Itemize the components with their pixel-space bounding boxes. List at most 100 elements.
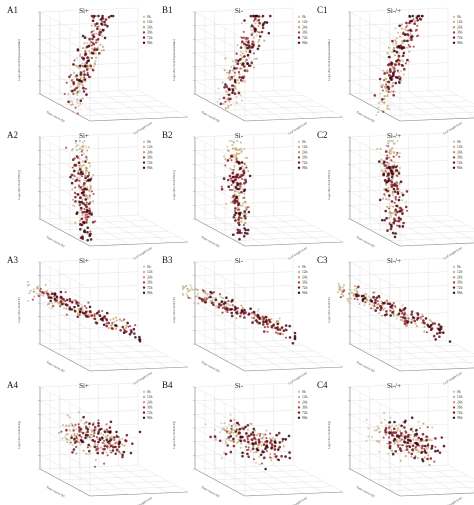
grid-line — [194, 386, 246, 415]
data-point — [230, 159, 233, 162]
z-axis-label: Log2 (Sox Soil-SOQ) — [327, 421, 331, 449]
data-point — [65, 146, 68, 149]
data-point — [363, 304, 366, 307]
data-point — [230, 104, 233, 107]
data-point — [401, 316, 405, 319]
data-point — [81, 214, 84, 217]
data-point — [212, 303, 215, 307]
data-point — [220, 185, 223, 188]
grid-line — [194, 66, 246, 94]
data-point — [228, 423, 231, 426]
data-point — [260, 444, 263, 447]
data-point — [273, 448, 277, 451]
data-point — [394, 54, 397, 57]
data-point — [81, 172, 84, 176]
data-point — [76, 94, 79, 97]
data-point — [258, 434, 261, 437]
data-point — [118, 318, 121, 321]
data-point — [105, 324, 108, 328]
data-point — [242, 171, 246, 174]
data-point — [243, 65, 246, 68]
data-point — [83, 64, 87, 68]
data-point — [77, 104, 80, 108]
legend-label: 24h — [302, 275, 308, 279]
data-point — [392, 431, 396, 434]
data-point — [101, 34, 104, 37]
data-point — [85, 156, 88, 159]
data-point — [242, 169, 245, 172]
data-point — [225, 437, 228, 440]
data-point — [416, 438, 419, 441]
data-point — [64, 300, 67, 303]
data-point — [392, 309, 395, 312]
data-point — [94, 24, 97, 27]
data-point — [270, 325, 274, 329]
data-point — [91, 68, 95, 72]
data-point — [239, 435, 243, 439]
data-point — [388, 68, 392, 71]
data-point — [394, 431, 398, 434]
data-point — [261, 437, 264, 440]
data-point — [227, 436, 231, 439]
data-point — [78, 157, 81, 160]
data-point — [80, 303, 83, 306]
data-point — [252, 317, 256, 320]
legend-marker — [297, 291, 301, 294]
grid-line — [49, 470, 149, 475]
data-point — [252, 66, 255, 69]
legend-label: 36h — [147, 156, 153, 160]
data-point — [124, 439, 127, 442]
data-point — [417, 14, 420, 18]
data-point — [411, 444, 415, 448]
data-point — [53, 297, 57, 301]
data-point — [385, 299, 388, 302]
data-point — [233, 210, 237, 213]
data-point — [264, 433, 267, 436]
data-point — [377, 427, 380, 430]
data-point — [379, 147, 382, 150]
grid-line — [234, 111, 334, 116]
data-point — [408, 445, 412, 449]
data-point — [256, 313, 260, 317]
data-point — [227, 430, 230, 433]
data-point — [250, 61, 253, 65]
data-point — [384, 164, 387, 167]
data-point — [103, 430, 107, 434]
data-point — [367, 295, 370, 298]
data-point — [228, 304, 232, 307]
panel-title: Si+ — [79, 132, 89, 140]
grid-line — [137, 89, 189, 118]
data-point — [342, 284, 346, 287]
panel-a4: Log2 (Sox Soil-SOQ)Time course (h)Leaf l… — [7, 380, 189, 505]
data-point — [75, 74, 79, 77]
legend-marker — [452, 411, 456, 414]
legend-marker — [297, 161, 301, 164]
data-point — [235, 149, 238, 152]
data-point — [91, 423, 95, 426]
data-point — [46, 289, 49, 293]
data-point — [242, 189, 246, 193]
y-axis-label: Leaf length (cm) — [132, 371, 152, 386]
data-point — [82, 57, 85, 60]
data-point — [391, 190, 394, 193]
data-point — [245, 43, 248, 47]
data-point — [253, 436, 256, 440]
data-point — [79, 203, 82, 206]
data-point — [84, 436, 87, 440]
data-point — [386, 69, 389, 72]
data-point — [39, 290, 42, 293]
data-point — [383, 79, 386, 82]
data-point — [391, 172, 394, 175]
data-point — [86, 71, 89, 74]
data-point — [352, 294, 355, 297]
data-point — [237, 82, 240, 85]
data-point — [81, 64, 85, 68]
data-point — [122, 328, 126, 331]
data-point — [83, 305, 86, 308]
grid-line — [39, 191, 91, 219]
data-point — [393, 420, 396, 424]
data-point — [225, 296, 228, 300]
y-axis-label: Leaf length (cm) — [132, 496, 152, 505]
data-point — [389, 205, 392, 208]
data-point — [252, 427, 256, 431]
